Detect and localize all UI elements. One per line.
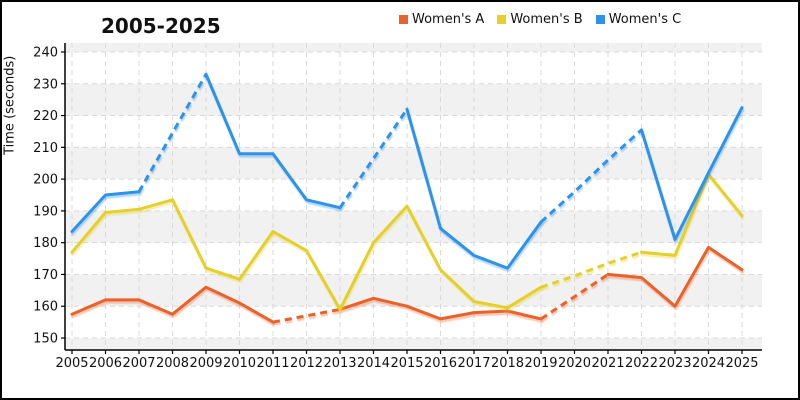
series-line-women-s-c-dashed [137, 73, 208, 193]
series-line-women-s-c [70, 190, 141, 233]
y-tick-label: 190 [33, 204, 58, 219]
x-tick-label: 2008 [156, 356, 189, 371]
series-line-women-s-a [606, 245, 744, 308]
series-line-women-s-b [640, 172, 744, 257]
x-tick-label: 2016 [424, 356, 457, 371]
series-line-women-s-b [70, 198, 543, 311]
x-tick-label: 2024 [692, 356, 725, 371]
series-line-women-s-b-dashed [540, 250, 642, 289]
x-tick-label: 2012 [290, 356, 323, 371]
chart-title: 2005-2025 [101, 14, 221, 38]
plot-band [65, 83, 762, 116]
plot-band [65, 43, 762, 52]
x-tick-label: 2006 [89, 356, 122, 371]
x-tick-label: 2023 [658, 356, 691, 371]
x-tick-label: 2022 [625, 356, 658, 371]
x-tick-label: 2018 [491, 356, 524, 371]
series-line-women-s-c-dashed [338, 108, 409, 209]
y-axis-title: Time (seconds) [2, 55, 18, 155]
legend-swatch-womens-c [595, 15, 605, 24]
y-tick-label: 230 [33, 77, 58, 92]
legend: Women's A Women's B Women's C [399, 12, 681, 27]
y-tick-label: 200 [33, 173, 58, 188]
y-tick-label: 240 [33, 46, 58, 61]
y-tick-label: 180 [33, 236, 58, 251]
x-tick-label: 2005 [55, 356, 88, 371]
series-line-women-s-c [204, 72, 342, 210]
legend-item-womens-a: Women's A [399, 12, 484, 27]
legend-label-womens-a: Women's A [412, 12, 485, 27]
series-line-women-s-a [338, 296, 543, 321]
x-tick-label: 2020 [558, 356, 591, 371]
legend-swatch-womens-a [399, 15, 408, 24]
legend-item-womens-b: Women's B [497, 12, 583, 27]
legend-item-womens-c: Women's C [595, 12, 682, 27]
x-tick-label: 2013 [323, 356, 356, 371]
x-tick-label: 2017 [457, 356, 490, 371]
y-tick-label: 150 [33, 332, 58, 347]
legend-label-womens-c: Women's C [608, 12, 682, 27]
series-line-women-s-a-dashed [540, 273, 609, 321]
series-line-women-s-c [640, 106, 744, 241]
x-tick-label: 2019 [524, 356, 557, 371]
plot-band [65, 338, 762, 350]
x-tick-label: 2010 [223, 356, 256, 371]
y-tick-label: 210 [33, 141, 58, 156]
x-tick-label: 2011 [256, 356, 289, 371]
x-tick-label: 2007 [122, 356, 155, 371]
series-line-women-s-c-dashed [539, 128, 643, 224]
y-tick-label: 160 [33, 300, 58, 315]
y-tick-label: 170 [33, 268, 58, 283]
x-tick-label: 2025 [725, 356, 758, 371]
plot-band [65, 147, 762, 180]
x-tick-label: 2015 [390, 356, 423, 371]
series-line-women-s-a [70, 285, 275, 324]
legend-swatch-womens-b [497, 15, 507, 24]
series-line-women-s-c [405, 107, 543, 270]
legend-label-womens-b: Women's B [510, 12, 583, 27]
y-tick-label: 220 [33, 109, 58, 124]
x-tick-label: 2014 [357, 356, 390, 371]
x-tick-label: 2021 [591, 356, 624, 371]
x-tick-label: 2009 [189, 356, 222, 371]
